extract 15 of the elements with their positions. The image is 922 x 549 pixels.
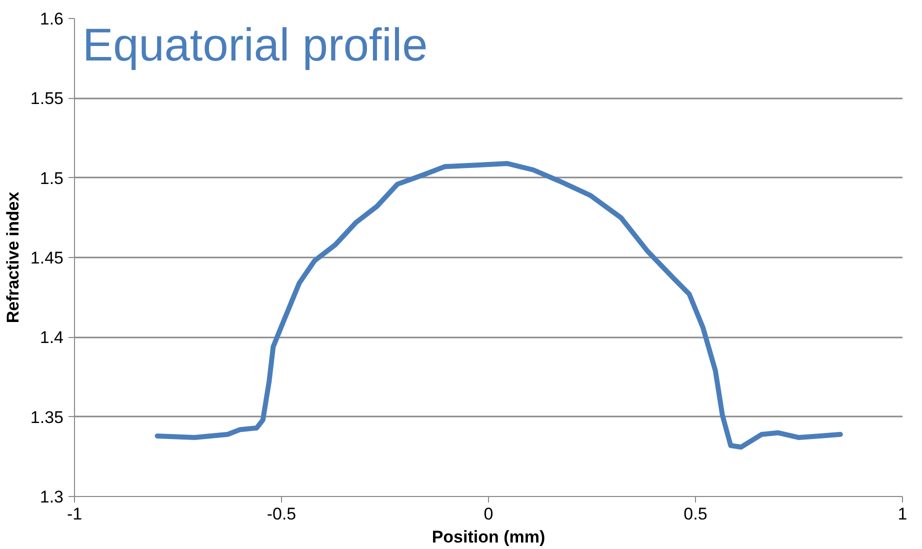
y-tick-label: 1.3 — [40, 488, 64, 506]
x-axis-title: Position (mm) — [432, 528, 546, 546]
chart-title: Equatorial profile — [82, 18, 428, 70]
x-tick-label: 0.5 — [684, 504, 708, 524]
y-tick-label: 1.45 — [30, 248, 64, 268]
y-tick-label: 1.55 — [30, 89, 64, 108]
x-tick-label: 0 — [484, 504, 494, 524]
x-tick-label: 1 — [898, 504, 908, 524]
y-tick-label: 1.35 — [30, 408, 64, 427]
y-tick-label: 1.6 — [40, 10, 64, 28]
y-tick-label: 1.4 — [40, 328, 64, 348]
y-tick-label: 1.5 — [40, 168, 64, 188]
x-tick-label: -1 — [66, 504, 82, 524]
y-axis-title: Refractive index — [3, 191, 22, 324]
x-tick-label: -0.5 — [266, 504, 296, 524]
